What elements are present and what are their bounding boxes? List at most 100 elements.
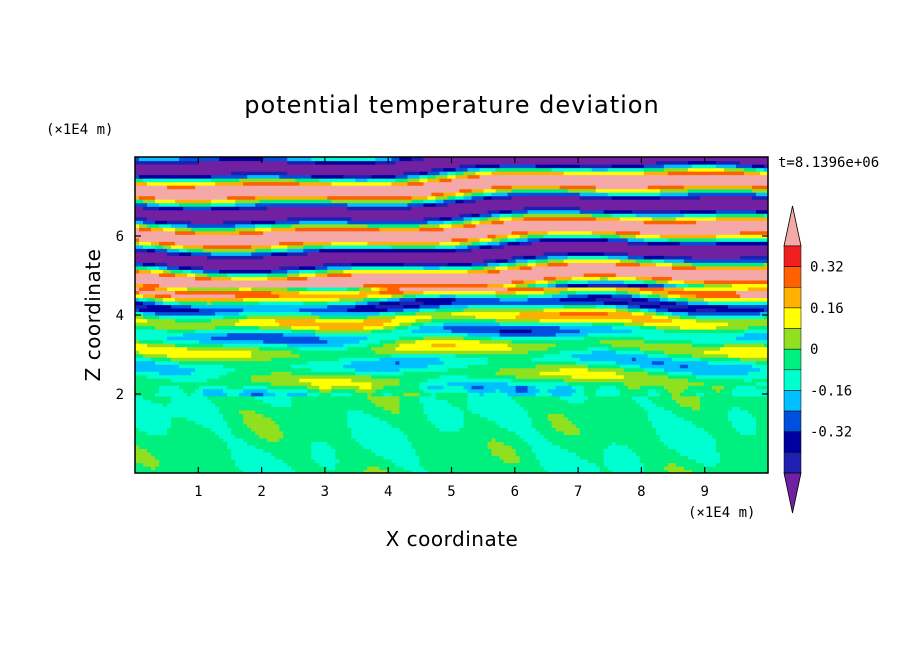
field-cell bbox=[643, 322, 729, 327]
field-cell bbox=[527, 230, 549, 235]
field-cell bbox=[151, 465, 156, 471]
field-cell bbox=[275, 318, 316, 323]
field-cell bbox=[571, 420, 653, 425]
field-cell bbox=[475, 199, 768, 204]
field-cell bbox=[179, 364, 224, 369]
field-cell bbox=[187, 346, 260, 351]
field-cell bbox=[135, 293, 144, 299]
field-cell bbox=[375, 350, 529, 355]
field-cell bbox=[479, 237, 493, 242]
field-cell bbox=[351, 216, 425, 221]
field-cell bbox=[355, 304, 376, 309]
field-cell bbox=[171, 244, 184, 249]
field-cell bbox=[483, 195, 493, 200]
field-cell bbox=[347, 409, 364, 414]
field-cell bbox=[575, 290, 617, 295]
field-cell bbox=[527, 350, 561, 355]
field-cell bbox=[167, 329, 196, 334]
field-cell bbox=[739, 255, 768, 260]
field-cell bbox=[543, 434, 661, 439]
field-cell bbox=[155, 286, 168, 292]
field-cell bbox=[687, 192, 757, 197]
field-cell bbox=[619, 216, 653, 221]
field-cell bbox=[663, 465, 685, 471]
field-cell bbox=[639, 364, 681, 369]
field-cell bbox=[483, 385, 517, 390]
field-cell bbox=[379, 286, 388, 292]
field-cell bbox=[231, 276, 268, 281]
field-cell bbox=[451, 311, 521, 316]
field-cell bbox=[147, 448, 232, 453]
field-cell bbox=[463, 195, 473, 200]
field-cell bbox=[611, 195, 661, 200]
field-cell bbox=[755, 416, 768, 421]
field-cell bbox=[143, 462, 160, 467]
field-cell bbox=[467, 332, 501, 337]
field-cell bbox=[435, 392, 469, 397]
field-cell bbox=[135, 434, 220, 439]
field-cell bbox=[627, 304, 641, 309]
field-cell bbox=[567, 188, 597, 193]
field-cell bbox=[603, 455, 641, 460]
field-cell bbox=[627, 444, 669, 450]
field-cell bbox=[515, 283, 529, 288]
field-cell bbox=[751, 364, 768, 369]
field-cell bbox=[447, 367, 501, 372]
field-cell bbox=[191, 392, 204, 397]
field-cell bbox=[135, 209, 489, 214]
field-cell bbox=[159, 388, 184, 393]
field-cell bbox=[423, 388, 469, 393]
field-cell bbox=[739, 160, 768, 165]
field-cell bbox=[647, 409, 673, 414]
field-cell bbox=[711, 385, 725, 390]
field-cell bbox=[155, 311, 216, 316]
field-cell bbox=[383, 392, 392, 397]
field-cell bbox=[159, 206, 184, 211]
field-cell bbox=[639, 346, 721, 351]
field-cell bbox=[439, 374, 469, 379]
field-cell bbox=[679, 293, 697, 299]
field-cell bbox=[303, 244, 324, 249]
field-cell bbox=[167, 220, 192, 225]
field-cell bbox=[419, 455, 501, 460]
field-cell bbox=[499, 329, 533, 334]
field-cell bbox=[499, 216, 513, 221]
field-cell bbox=[547, 230, 593, 235]
field-cell bbox=[195, 388, 204, 393]
field-cell bbox=[139, 223, 148, 228]
field-cell bbox=[699, 395, 768, 400]
field-cell bbox=[735, 427, 757, 432]
field-cell bbox=[511, 255, 525, 260]
field-cell bbox=[139, 290, 176, 295]
field-cell bbox=[739, 293, 768, 299]
field-cell bbox=[311, 451, 336, 457]
field-cell bbox=[743, 167, 757, 172]
field-cell bbox=[191, 251, 212, 256]
field-cell bbox=[535, 364, 589, 369]
field-cell bbox=[571, 353, 649, 358]
field-cell bbox=[635, 451, 681, 457]
field-cell bbox=[227, 441, 248, 446]
field-cell bbox=[283, 430, 352, 435]
field-cell bbox=[139, 427, 168, 432]
field-cell bbox=[695, 265, 768, 270]
field-cell bbox=[683, 258, 768, 263]
field-cell bbox=[303, 248, 320, 253]
field-cell bbox=[379, 290, 405, 295]
field-cell bbox=[667, 462, 677, 467]
field-cell bbox=[211, 206, 240, 211]
field-cell bbox=[235, 227, 256, 232]
field-cell bbox=[327, 195, 413, 200]
field-cell bbox=[351, 434, 409, 439]
field-cell bbox=[511, 279, 525, 284]
field-cell bbox=[595, 388, 621, 393]
field-cell bbox=[155, 392, 188, 397]
field-cell bbox=[555, 276, 573, 281]
field-cell bbox=[223, 437, 244, 442]
field-cell bbox=[635, 234, 661, 239]
field-cell bbox=[467, 167, 481, 172]
field-cell bbox=[135, 202, 148, 207]
field-cell bbox=[363, 325, 384, 330]
field-cell bbox=[467, 269, 489, 274]
field-cell bbox=[163, 244, 172, 249]
